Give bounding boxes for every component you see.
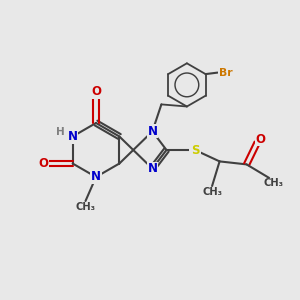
FancyBboxPatch shape: [189, 146, 201, 154]
FancyBboxPatch shape: [91, 173, 101, 181]
Text: O: O: [256, 133, 266, 146]
Text: N: N: [68, 130, 78, 143]
Text: S: S: [191, 143, 199, 157]
Text: H: H: [56, 127, 64, 137]
Text: CH₃: CH₃: [264, 178, 284, 188]
Text: N: N: [147, 162, 158, 175]
FancyBboxPatch shape: [148, 127, 157, 136]
FancyBboxPatch shape: [68, 132, 77, 141]
Text: O: O: [91, 85, 101, 98]
Text: Br: Br: [219, 68, 232, 78]
Text: N: N: [91, 170, 101, 184]
Text: CH₃: CH₃: [76, 202, 95, 212]
FancyBboxPatch shape: [148, 164, 157, 173]
Text: CH₃: CH₃: [202, 187, 222, 197]
Text: O: O: [38, 157, 49, 170]
Text: N: N: [147, 125, 158, 138]
